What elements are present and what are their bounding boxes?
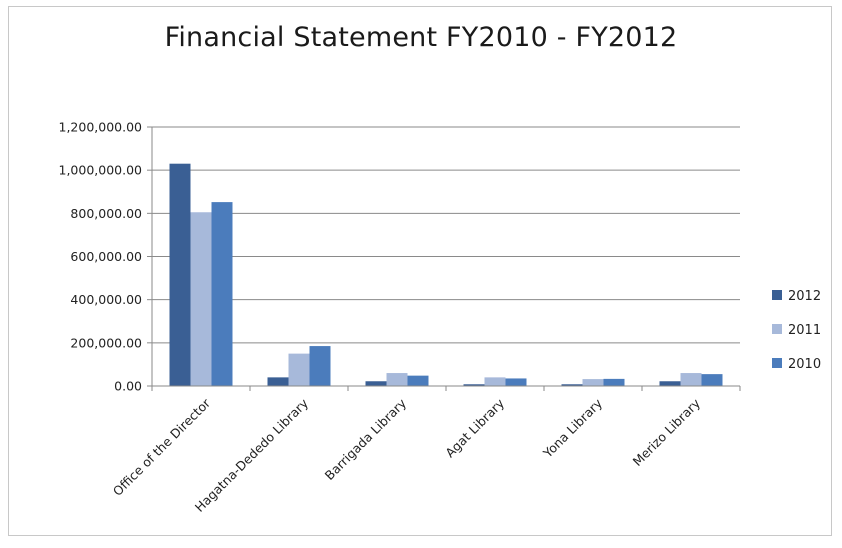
legend-swatch xyxy=(772,324,782,334)
y-tick-label: 400,000.00 xyxy=(70,292,142,307)
x-tick-label: Office of the Director xyxy=(110,395,214,499)
x-tick-label: Agat Library xyxy=(442,395,507,460)
bar-2010 xyxy=(701,374,723,386)
chart-frame xyxy=(8,6,832,536)
bar-2011 xyxy=(582,379,604,386)
legend-label: 2012 xyxy=(788,289,821,304)
bar-2011 xyxy=(680,373,702,386)
chart-title: Financial Statement FY2010 - FY2012 xyxy=(164,22,678,53)
bar-2011 xyxy=(386,373,408,386)
x-tick-label: Yona Library xyxy=(539,395,605,461)
bar-2010 xyxy=(407,375,429,386)
y-tick-label: 0.00 xyxy=(114,379,142,394)
y-tick-label: 1,000,000.00 xyxy=(59,163,143,178)
bar-2012 xyxy=(169,163,191,386)
bar-2010 xyxy=(505,378,527,386)
legend-swatch xyxy=(772,290,782,300)
y-tick-label: 600,000.00 xyxy=(70,249,142,264)
bar-2012 xyxy=(659,381,681,386)
bar-2012 xyxy=(561,384,583,386)
y-tick-label: 800,000.00 xyxy=(70,206,142,221)
bar-2012 xyxy=(365,381,387,386)
x-tick-label: Hagatna-Dededo Library xyxy=(192,395,312,515)
x-tick-label: Barrigada Library xyxy=(322,395,410,483)
legend-swatch xyxy=(772,358,782,368)
bar-2010 xyxy=(309,346,331,386)
bar-2011 xyxy=(484,377,506,386)
legend-label: 2010 xyxy=(788,357,821,372)
bar-2010 xyxy=(603,378,625,386)
bar-2012 xyxy=(463,384,485,386)
bar-2012 xyxy=(267,377,289,386)
gridlines xyxy=(152,126,740,344)
y-axis-ticks: 0.00 200,000.00 400,000.00 600,000.00 800,00… xyxy=(59,120,152,394)
legend-label: 2011 xyxy=(788,323,821,338)
bars xyxy=(169,163,723,386)
bar-2011 xyxy=(288,353,310,386)
y-tick-label: 1,200,000.00 xyxy=(59,120,143,135)
x-tick-label: Merizo Library xyxy=(630,395,704,469)
legend: 2012 2011 2010 xyxy=(772,289,821,372)
bar-2010 xyxy=(211,202,233,386)
bar-2011 xyxy=(190,212,212,386)
y-tick-label: 200,000.00 xyxy=(70,335,142,350)
